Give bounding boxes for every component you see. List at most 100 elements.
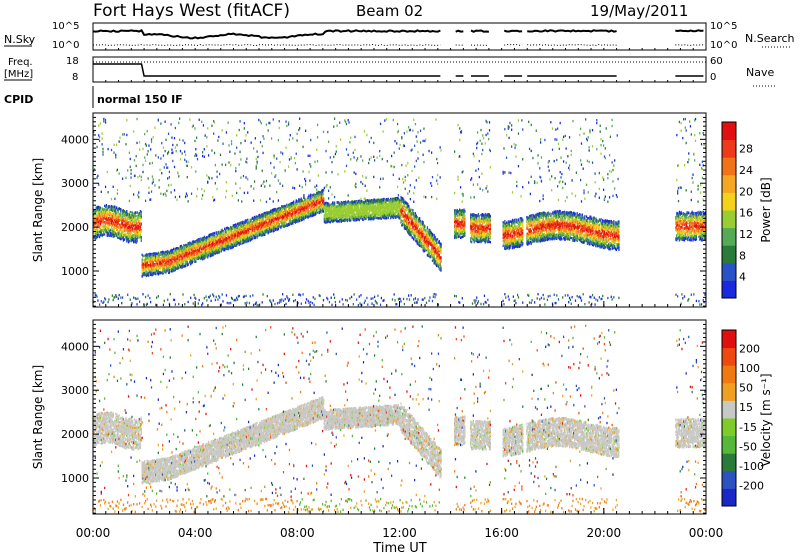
power-cell xyxy=(198,243,200,246)
power-cell xyxy=(107,217,109,221)
power-cell xyxy=(228,227,230,230)
power-cell xyxy=(255,216,257,220)
power-cell xyxy=(205,248,207,252)
power-cell xyxy=(183,246,185,250)
power-cell xyxy=(131,234,133,238)
power-cell xyxy=(214,298,216,302)
power-cell xyxy=(100,230,102,234)
power-cell xyxy=(271,208,274,212)
power-cell xyxy=(180,253,182,256)
power-cell xyxy=(131,218,133,222)
power-cell xyxy=(101,211,103,215)
power-cell xyxy=(112,232,114,236)
power-cell xyxy=(213,235,215,239)
power-cell xyxy=(156,270,159,273)
power-cell xyxy=(246,219,248,223)
power-cell xyxy=(162,146,165,149)
power-cell xyxy=(173,269,176,272)
power-cell xyxy=(219,246,222,249)
power-cell xyxy=(243,231,245,234)
power-cell xyxy=(158,261,160,264)
power-cell xyxy=(126,221,128,225)
power-cell xyxy=(187,250,189,254)
power-cell xyxy=(224,236,226,239)
power-cell xyxy=(270,300,272,304)
power-cell xyxy=(209,245,211,248)
power-cell xyxy=(174,251,176,255)
power-cell xyxy=(113,210,115,213)
power-cell xyxy=(154,256,156,260)
power-cell xyxy=(128,199,131,203)
power-cell xyxy=(272,219,274,222)
power-cell xyxy=(191,258,194,261)
power-cell xyxy=(286,124,288,128)
power-cell xyxy=(165,163,167,166)
power-cell xyxy=(203,255,205,258)
power-cell xyxy=(135,155,137,158)
power-cell xyxy=(207,256,209,259)
power-cell xyxy=(261,224,263,227)
power-cell xyxy=(238,128,240,132)
power-cell xyxy=(271,215,274,218)
power-cell xyxy=(206,251,208,255)
nsky-trace xyxy=(455,29,464,33)
power-cell xyxy=(230,246,232,249)
power-cell xyxy=(253,228,256,232)
power-cell xyxy=(117,233,119,236)
power-cell xyxy=(277,179,280,182)
power-cell xyxy=(112,298,114,302)
power-cell xyxy=(96,206,98,209)
power-cell xyxy=(151,273,153,277)
power-cell xyxy=(189,118,191,121)
power-cell xyxy=(230,227,232,231)
power-cell xyxy=(178,261,181,265)
power-cell xyxy=(249,223,251,226)
power-cell xyxy=(167,258,169,262)
power-cell xyxy=(221,243,223,247)
power-cell xyxy=(110,218,113,221)
power-cell xyxy=(272,208,274,212)
power-cell xyxy=(254,137,257,140)
power-cell xyxy=(144,267,147,270)
power-cell xyxy=(177,265,179,268)
power-cell xyxy=(99,220,102,223)
power-cell xyxy=(218,250,220,253)
power-cell xyxy=(118,219,120,222)
power-cell xyxy=(134,240,136,244)
power-cell xyxy=(221,237,223,240)
power-cell xyxy=(240,225,242,229)
power-cell xyxy=(262,225,264,228)
power-cell xyxy=(123,238,125,241)
power-cell xyxy=(176,251,178,254)
power-cell xyxy=(215,232,217,236)
power-cell xyxy=(223,243,225,247)
power-cell xyxy=(96,176,98,179)
power-cell xyxy=(256,303,258,307)
power-cell xyxy=(115,218,117,221)
power-cell xyxy=(199,253,201,256)
power-cell xyxy=(182,260,184,264)
power-cell xyxy=(93,169,95,173)
power-cell xyxy=(201,245,203,248)
power-cell xyxy=(237,295,239,298)
power-cell xyxy=(167,263,170,266)
power-cell xyxy=(282,216,284,220)
power-cell xyxy=(97,299,99,302)
power-cell xyxy=(181,266,183,269)
power-cell xyxy=(183,262,185,266)
power-cell xyxy=(113,143,115,147)
power-cell xyxy=(125,218,127,221)
power-cell xyxy=(225,243,228,246)
power-cell xyxy=(192,302,194,305)
power-cell xyxy=(123,210,125,213)
power-cell xyxy=(133,220,136,223)
power-cell xyxy=(196,248,199,251)
power-cell xyxy=(142,254,144,257)
power-cell xyxy=(98,124,100,127)
power-cell xyxy=(261,169,263,172)
power-cell xyxy=(161,253,163,256)
power-cell xyxy=(274,212,276,215)
power-cell xyxy=(279,225,281,228)
power-cell xyxy=(240,224,242,227)
power-cell xyxy=(246,234,248,237)
